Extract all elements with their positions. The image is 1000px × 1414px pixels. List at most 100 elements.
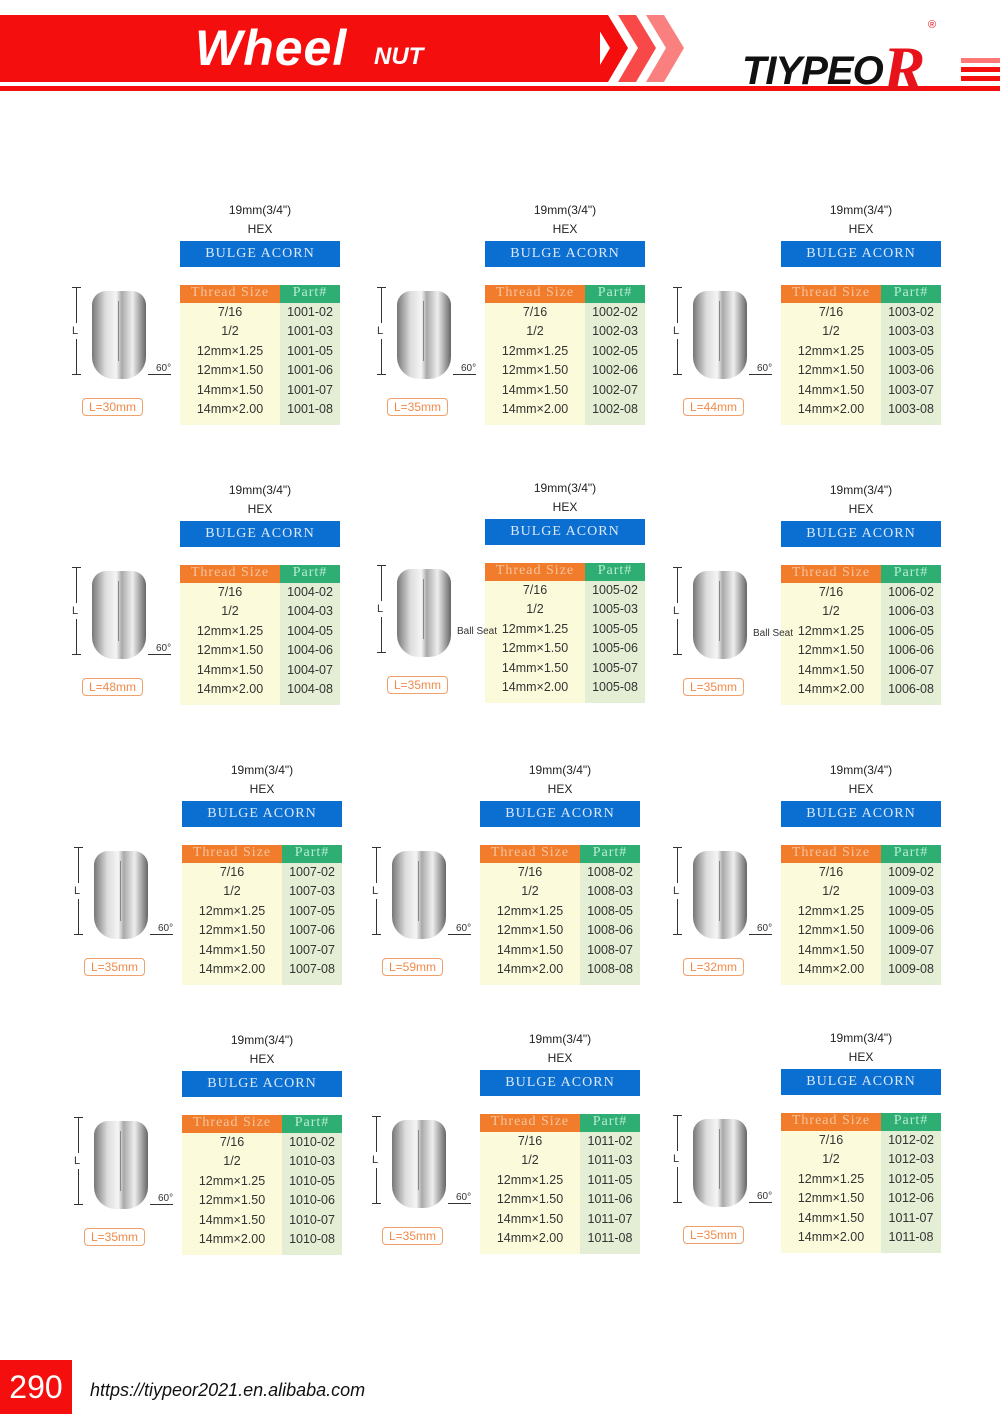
table-row: 1/2 1002-03 <box>485 322 645 342</box>
col-part: Part# <box>585 285 645 303</box>
lug-nut-image <box>388 851 450 939</box>
table-row: 12mm×1.50 1001-06 <box>180 361 340 381</box>
thread-size: 14mm×2.00 <box>480 959 580 980</box>
table-row: 7/16 1002-02 <box>485 303 645 323</box>
length-badge: L=35mm <box>84 1228 146 1246</box>
table-row: 1/2 1012-03 <box>781 1150 941 1170</box>
footer-url[interactable]: https://tiypeor2021.en.alibaba.com <box>90 1380 366 1400</box>
thread-size: 14mm×1.50 <box>480 940 580 960</box>
hex-size: 19mm(3/4") <box>230 1033 294 1047</box>
thread-size: 7/16 <box>182 863 282 883</box>
part-number: 1010-08 <box>282 1229 342 1250</box>
part-number: 1001-08 <box>280 399 340 420</box>
table-row: 12mm×1.25 1003-05 <box>781 341 941 362</box>
table-header: Thread Size Part# <box>182 845 342 863</box>
thread-size: 14mm×2.00 <box>182 1229 282 1250</box>
part-number: 1003-02 <box>881 303 941 323</box>
thread-size: 1/2 <box>182 1152 282 1172</box>
seat-angle-label: 60° <box>749 363 773 375</box>
table-row: 12mm×1.50 1006-06 <box>781 641 941 661</box>
part-number: 1009-08 <box>881 959 941 980</box>
table-row: 1/2 1006-03 <box>781 602 941 622</box>
col-part: Part# <box>585 563 645 581</box>
table-row: 12mm×1.25 1005-05 <box>485 619 645 640</box>
table-header: Thread Size Part# <box>480 1114 640 1132</box>
thread-size: 7/16 <box>180 303 280 323</box>
thread-size: 12mm×1.50 <box>180 361 280 381</box>
part-number: 1008-08 <box>580 959 640 980</box>
thread-size: 7/16 <box>180 583 280 603</box>
part-number: 1004-07 <box>280 660 340 680</box>
thread-size: 1/2 <box>180 602 280 622</box>
thread-size: 12mm×1.25 <box>781 1169 881 1190</box>
length-badge: L=35mm <box>387 676 449 694</box>
table-row: 1/2 1004-03 <box>180 602 340 622</box>
spec-table: Thread Size Part# 7/16 1011-02 1/2 1011-03 12… <box>480 1114 640 1255</box>
part-number: 1002-02 <box>585 303 645 323</box>
part-number: 1002-07 <box>585 380 645 400</box>
table-row: 14mm×1.50 1007-07 <box>182 940 342 960</box>
seat-angle-label: 60° <box>150 923 174 935</box>
table-row: 7/16 1005-02 <box>485 581 645 601</box>
table-row: 12mm×1.25 1004-05 <box>180 621 340 642</box>
table-row: 14mm×1.50 1009-07 <box>781 940 941 960</box>
nut-type: BULGE ACORN <box>781 521 941 547</box>
thread-size: 1/2 <box>485 322 585 342</box>
seat-angle-label: 60° <box>448 1192 472 1204</box>
table-row: 12mm×1.50 1002-06 <box>485 361 645 381</box>
col-thread-size: Thread Size <box>180 285 280 303</box>
part-number: 1001-07 <box>280 380 340 400</box>
hex-size: 19mm(3/4") <box>829 763 893 777</box>
thread-size: 12mm×1.50 <box>485 361 585 381</box>
product-card: 19mm(3/4") HEX BULGE ACORN Thread Size Pa… <box>365 481 665 721</box>
table-row: 14mm×2.00 1002-08 <box>485 399 645 420</box>
thread-size: 14mm×1.50 <box>182 1210 282 1230</box>
part-number: 1008-05 <box>580 901 640 922</box>
table-row: 7/16 1006-02 <box>781 583 941 603</box>
ball-seat-label: Ball Seat <box>753 628 794 639</box>
table-row: 7/16 1008-02 <box>480 863 640 883</box>
table-row: 12mm×1.25 1001-05 <box>180 341 340 362</box>
spec-table: Thread Size Part# 7/16 1003-02 1/2 1003-03 12… <box>781 285 941 426</box>
nut-type: BULGE ACORN <box>485 519 645 545</box>
nut-type: BULGE ACORN <box>480 1070 640 1096</box>
length-badge: L=32mm <box>683 958 745 976</box>
lug-nut-image <box>90 1121 152 1209</box>
part-number: 1005-03 <box>585 600 645 620</box>
table-row: 12mm×1.50 1011-06 <box>480 1190 640 1210</box>
lug-nut-image <box>689 571 751 659</box>
stripes-decoration <box>961 58 1000 85</box>
lug-nut-image <box>689 291 751 379</box>
thread-size: 1/2 <box>485 600 585 620</box>
thread-size: 14mm×2.00 <box>781 679 881 700</box>
part-number: 1003-06 <box>881 361 941 381</box>
part-number: 1010-07 <box>282 1210 342 1230</box>
spec-table: Thread Size Part# 7/16 1010-02 1/2 1010-03 12… <box>182 1115 342 1256</box>
part-number: 1002-05 <box>585 341 645 362</box>
hex-size: 19mm(3/4") <box>230 763 294 777</box>
part-number: 1008-02 <box>580 863 640 883</box>
table-row: 7/16 1012-02 <box>781 1131 941 1151</box>
part-number: 1006-07 <box>881 660 941 680</box>
table-row: 7/16 1001-02 <box>180 303 340 323</box>
part-number: 1011-08 <box>580 1228 640 1249</box>
thread-size: 14mm×1.50 <box>180 660 280 680</box>
registered-mark: ® <box>928 19 937 31</box>
nut-type: BULGE ACORN <box>781 241 941 267</box>
table-row: 7/16 1009-02 <box>781 863 941 883</box>
thread-size: 12mm×1.50 <box>781 921 881 941</box>
part-number: 1002-03 <box>585 322 645 342</box>
table-header: Thread Size Part# <box>781 845 941 863</box>
nut-type: BULGE ACORN <box>781 801 941 827</box>
part-number: 1012-06 <box>881 1189 941 1209</box>
table-row: 12mm×1.25 1008-05 <box>480 901 640 922</box>
product-card: 19mm(3/4") HEX BULGE ACORN Thread Size Pa… <box>661 1031 961 1271</box>
header-rule <box>0 86 1000 91</box>
nut-type: BULGE ACORN <box>480 801 640 827</box>
table-header: Thread Size Part# <box>180 565 340 583</box>
table-row: 14mm×1.50 1006-07 <box>781 660 941 680</box>
thread-size: 7/16 <box>485 581 585 601</box>
part-number: 1008-07 <box>580 940 640 960</box>
table-row: 14mm×1.50 1004-07 <box>180 660 340 680</box>
nut-type: BULGE ACORN <box>182 1071 342 1097</box>
